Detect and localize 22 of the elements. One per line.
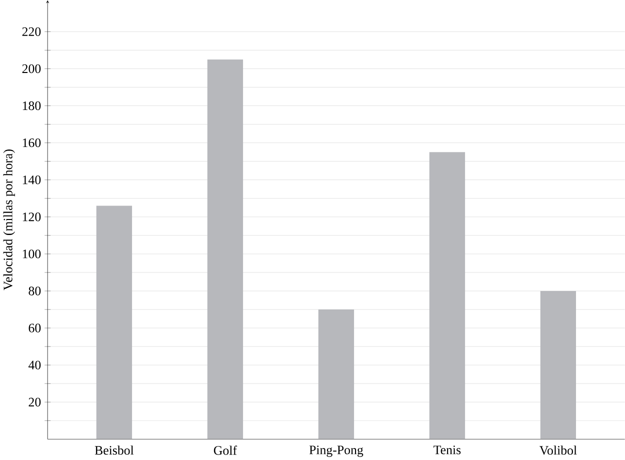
- bar: [540, 290, 576, 440]
- x-tick-label: Beisbol: [94, 446, 134, 455]
- y-axis-title: Velocidad (millas por hora): [3, 149, 15, 290]
- y-tick-label: 160: [22, 138, 41, 148]
- y-tick-label: 100: [22, 249, 41, 258]
- y-tick-label: 120: [22, 212, 41, 222]
- y-tick-label: 180: [22, 101, 41, 110]
- bar: [207, 59, 244, 440]
- x-tick-label: Tenis: [434, 446, 461, 454]
- x-tick-label: Ping-Pong: [309, 446, 364, 457]
- y-tick-label: 140: [22, 175, 41, 184]
- y-tick-label: 200: [22, 64, 41, 73]
- y-tick-label: 80: [28, 286, 41, 296]
- bar: [429, 152, 466, 440]
- y-tick-label: 220: [22, 27, 41, 36]
- y-tick-label: 60: [28, 324, 41, 332]
- x-tick-label: Golf: [214, 446, 238, 455]
- y-tick-label: 40: [28, 360, 41, 370]
- bar: [96, 206, 132, 440]
- x-tick-label: Volibol: [539, 446, 577, 455]
- bar: [318, 309, 354, 440]
- y-tick-label: 20: [28, 398, 41, 406]
